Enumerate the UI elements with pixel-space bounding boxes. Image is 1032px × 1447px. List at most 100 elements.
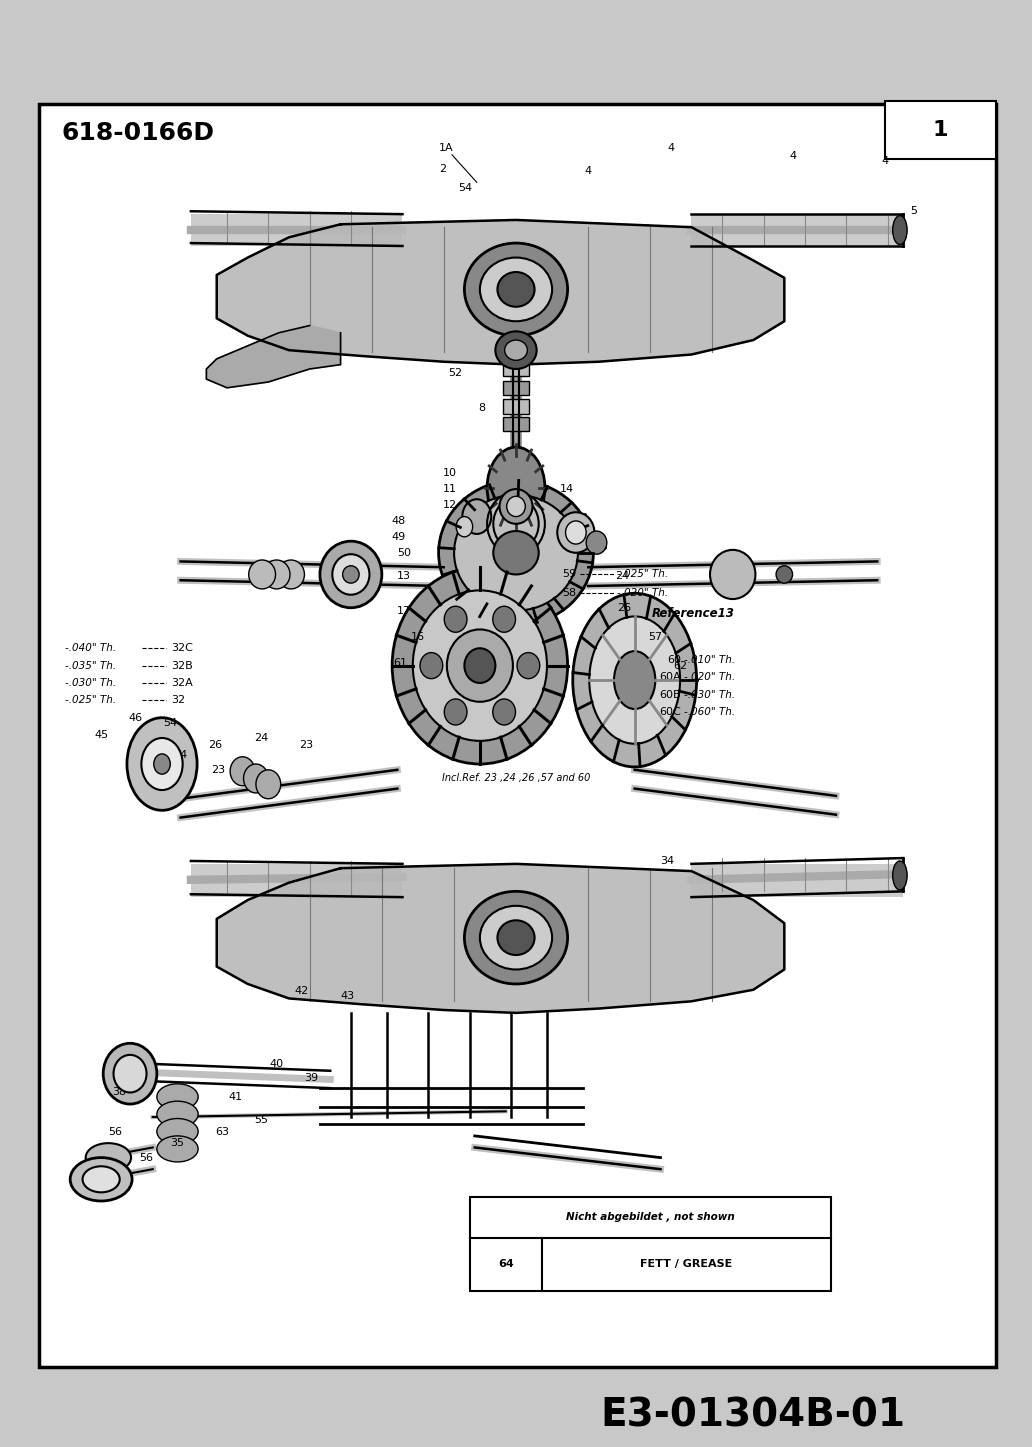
Bar — [503, 362, 529, 376]
Text: 11: 11 — [443, 485, 457, 493]
Text: 5: 5 — [910, 207, 917, 216]
Ellipse shape — [493, 531, 539, 574]
Text: 50: 50 — [396, 548, 411, 557]
Bar — [191, 214, 402, 246]
Text: 60A: 60A — [659, 673, 681, 682]
Ellipse shape — [480, 906, 552, 969]
Text: Nicht abgebildet , not shown: Nicht abgebildet , not shown — [566, 1213, 735, 1223]
Ellipse shape — [480, 258, 552, 321]
Bar — [39, 104, 996, 1367]
Text: -.025" Th.: -.025" Th. — [617, 570, 669, 579]
Text: 55: 55 — [254, 1116, 268, 1124]
Ellipse shape — [413, 590, 547, 741]
Ellipse shape — [495, 331, 537, 369]
Text: 8: 8 — [478, 404, 485, 412]
Polygon shape — [217, 220, 784, 365]
Text: 59: 59 — [561, 570, 576, 579]
Text: 26: 26 — [207, 741, 222, 750]
Text: 42: 42 — [294, 987, 309, 996]
Ellipse shape — [456, 517, 473, 537]
Text: 23: 23 — [211, 765, 225, 774]
Ellipse shape — [157, 1119, 198, 1145]
Bar — [691, 214, 903, 246]
Ellipse shape — [114, 1055, 147, 1092]
Text: 57: 57 — [648, 632, 663, 641]
Ellipse shape — [497, 920, 535, 955]
Text: 63: 63 — [215, 1127, 229, 1136]
Ellipse shape — [141, 738, 183, 790]
Text: 62: 62 — [673, 661, 687, 670]
Text: -.010" Th.: -.010" Th. — [684, 655, 736, 664]
Bar — [691, 864, 903, 897]
Ellipse shape — [256, 770, 281, 799]
Text: -.060" Th.: -.060" Th. — [684, 708, 736, 716]
Text: 34: 34 — [660, 857, 675, 865]
Text: 32A: 32A — [171, 679, 193, 687]
Text: 38: 38 — [111, 1088, 126, 1097]
Ellipse shape — [499, 489, 533, 524]
Text: 4: 4 — [789, 152, 796, 161]
Text: 1A: 1A — [439, 143, 453, 152]
Text: 35: 35 — [170, 1139, 185, 1147]
Text: 32B: 32B — [171, 661, 193, 670]
Text: 61: 61 — [393, 658, 408, 667]
Ellipse shape — [573, 593, 697, 767]
Text: 26: 26 — [617, 603, 632, 612]
Bar — [470, 1197, 831, 1291]
Text: 41: 41 — [228, 1092, 243, 1101]
Ellipse shape — [464, 891, 568, 984]
Ellipse shape — [320, 541, 382, 608]
Ellipse shape — [244, 764, 268, 793]
Text: Reference13: Reference13 — [652, 608, 735, 619]
Text: 54: 54 — [458, 184, 473, 192]
Text: FETT / GREASE: FETT / GREASE — [640, 1259, 733, 1269]
Text: 54: 54 — [163, 719, 178, 728]
Text: 17: 17 — [396, 606, 411, 615]
Text: 64: 64 — [497, 1259, 514, 1269]
Bar — [885, 101, 996, 159]
Ellipse shape — [586, 531, 607, 554]
Ellipse shape — [557, 512, 594, 553]
Text: 10: 10 — [443, 469, 457, 478]
Text: 32C: 32C — [171, 644, 193, 653]
Text: -.030" Th.: -.030" Th. — [65, 679, 117, 687]
Text: -.025" Th.: -.025" Th. — [65, 696, 117, 705]
Text: 13: 13 — [396, 572, 411, 580]
Text: -.035" Th.: -.035" Th. — [65, 661, 117, 670]
Text: 1: 1 — [933, 120, 948, 140]
Ellipse shape — [454, 495, 578, 611]
Bar — [191, 864, 402, 897]
Text: 60C: 60C — [659, 708, 681, 716]
Ellipse shape — [154, 754, 170, 774]
Text: -.040" Th.: -.040" Th. — [65, 644, 117, 653]
Ellipse shape — [497, 272, 535, 307]
Ellipse shape — [439, 480, 593, 625]
Text: 43: 43 — [341, 991, 355, 1000]
Ellipse shape — [589, 616, 680, 744]
Ellipse shape — [83, 1166, 120, 1192]
Ellipse shape — [566, 521, 586, 544]
Text: E3-01304B-01: E3-01304B-01 — [601, 1396, 906, 1434]
Text: 40: 40 — [269, 1059, 284, 1068]
Text: 60: 60 — [667, 655, 681, 664]
Ellipse shape — [445, 606, 466, 632]
Text: -.020" Th.: -.020" Th. — [617, 589, 669, 598]
Text: 32: 32 — [171, 696, 186, 705]
Ellipse shape — [127, 718, 197, 810]
Text: 4: 4 — [668, 143, 674, 152]
Ellipse shape — [462, 499, 491, 534]
Ellipse shape — [249, 560, 276, 589]
Text: 56: 56 — [139, 1153, 154, 1162]
Polygon shape — [206, 326, 341, 388]
Ellipse shape — [278, 560, 304, 589]
Ellipse shape — [157, 1136, 198, 1162]
Text: 4: 4 — [882, 156, 889, 165]
Ellipse shape — [487, 447, 545, 528]
Bar — [503, 417, 529, 431]
Text: Incl.Ref. 23 ,24 ,26 ,57 and 60: Incl.Ref. 23 ,24 ,26 ,57 and 60 — [442, 774, 590, 783]
Ellipse shape — [505, 340, 527, 360]
Text: 39: 39 — [304, 1074, 319, 1082]
Ellipse shape — [614, 651, 655, 709]
Ellipse shape — [447, 629, 513, 702]
Polygon shape — [217, 864, 784, 1013]
